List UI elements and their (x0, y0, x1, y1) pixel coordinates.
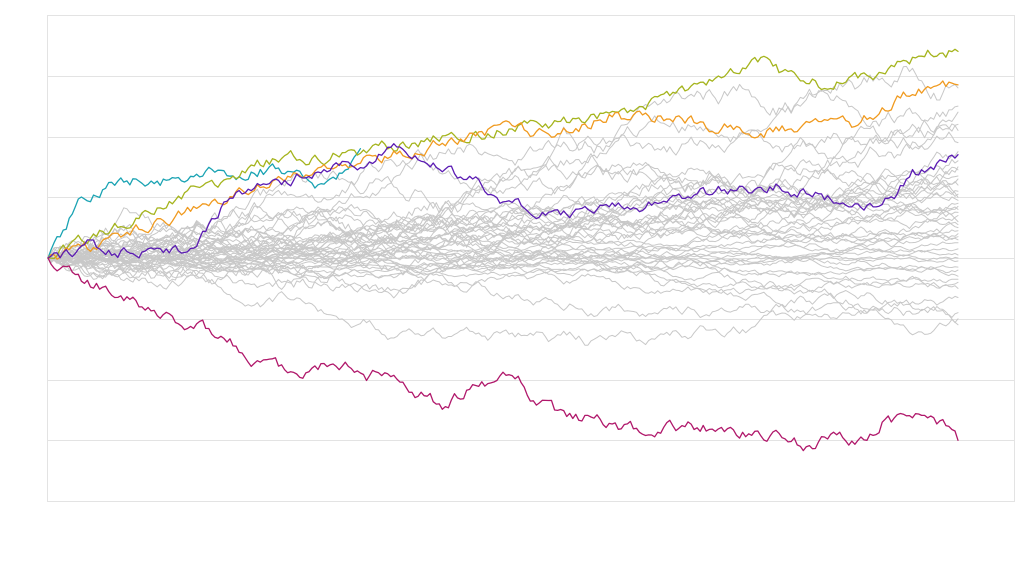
background-series-line (47, 246, 959, 289)
background-series-line (47, 255, 959, 324)
background-series-line (47, 88, 959, 260)
background-series-group (47, 65, 959, 346)
background-series-line (47, 151, 959, 277)
background-series-line (47, 209, 959, 261)
background-series-line (47, 221, 959, 279)
background-series-line (47, 232, 959, 262)
series-line-orange (47, 80, 959, 260)
background-series-line (47, 211, 959, 270)
plot-area-frame (47, 15, 1015, 502)
background-series-line (47, 244, 959, 295)
series-line-yellow-green (47, 48, 959, 260)
background-series-line (47, 123, 959, 290)
background-series-line (47, 111, 959, 265)
highlighted-series-group (47, 48, 959, 452)
background-series-line (47, 253, 959, 278)
series-line-cyan (47, 148, 362, 259)
background-series-line (47, 115, 959, 276)
background-series-line (47, 239, 959, 259)
series-line-purple (47, 143, 959, 259)
background-series-line (47, 229, 959, 262)
background-series-line (47, 247, 959, 290)
background-series-line (47, 250, 959, 272)
background-series-line (47, 227, 959, 318)
background-series-line (47, 250, 959, 276)
background-series-line (47, 257, 959, 346)
series-line-magenta (47, 257, 959, 452)
